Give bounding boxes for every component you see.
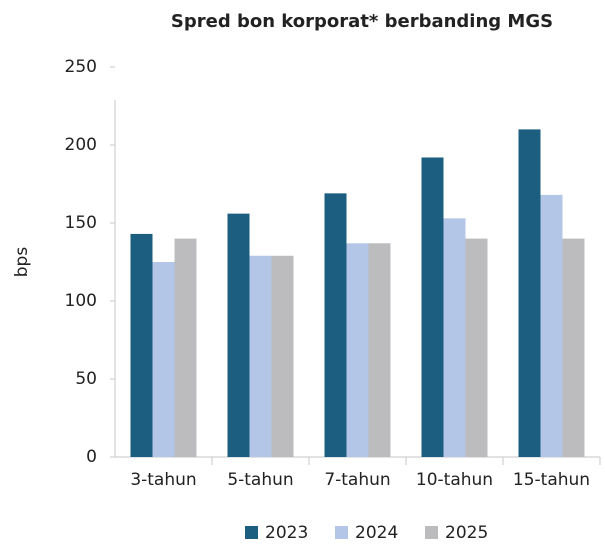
bar (562, 238, 585, 457)
x-tick-label: 15-tahun (513, 470, 590, 490)
legend-swatch (425, 526, 438, 539)
y-tick-label: 200 (65, 135, 97, 155)
legend-swatch (245, 526, 258, 539)
bar (368, 243, 391, 457)
y-axis-label: bps (12, 247, 32, 278)
x-tick-label: 3-tahun (130, 470, 196, 490)
bar (443, 218, 466, 457)
bar (152, 262, 175, 457)
bar (346, 243, 369, 457)
y-tick-label: 100 (65, 291, 97, 311)
chart-title: Spred bon korporat* berbanding MGS (171, 11, 553, 32)
y-tick-label: 0 (86, 447, 97, 467)
legend-label: 2024 (355, 523, 398, 543)
x-tick-label: 5-tahun (227, 470, 293, 490)
bar (249, 255, 272, 457)
bar (324, 193, 347, 458)
bar (130, 233, 153, 457)
legend-label: 2025 (445, 523, 488, 543)
legend-label: 2023 (265, 523, 308, 543)
legend-swatch (335, 526, 348, 539)
bar (271, 255, 294, 457)
bar (227, 213, 250, 457)
bar (465, 238, 488, 457)
y-tick-label: 150 (65, 213, 97, 233)
bar (518, 129, 541, 457)
y-tick-label: 250 (65, 57, 97, 77)
y-tick-label: 50 (75, 369, 97, 389)
x-tick-label: 10-tahun (416, 470, 493, 490)
x-tick-label: 7-tahun (324, 470, 390, 490)
bar (174, 238, 197, 457)
bar (540, 194, 563, 458)
bar (421, 157, 444, 458)
